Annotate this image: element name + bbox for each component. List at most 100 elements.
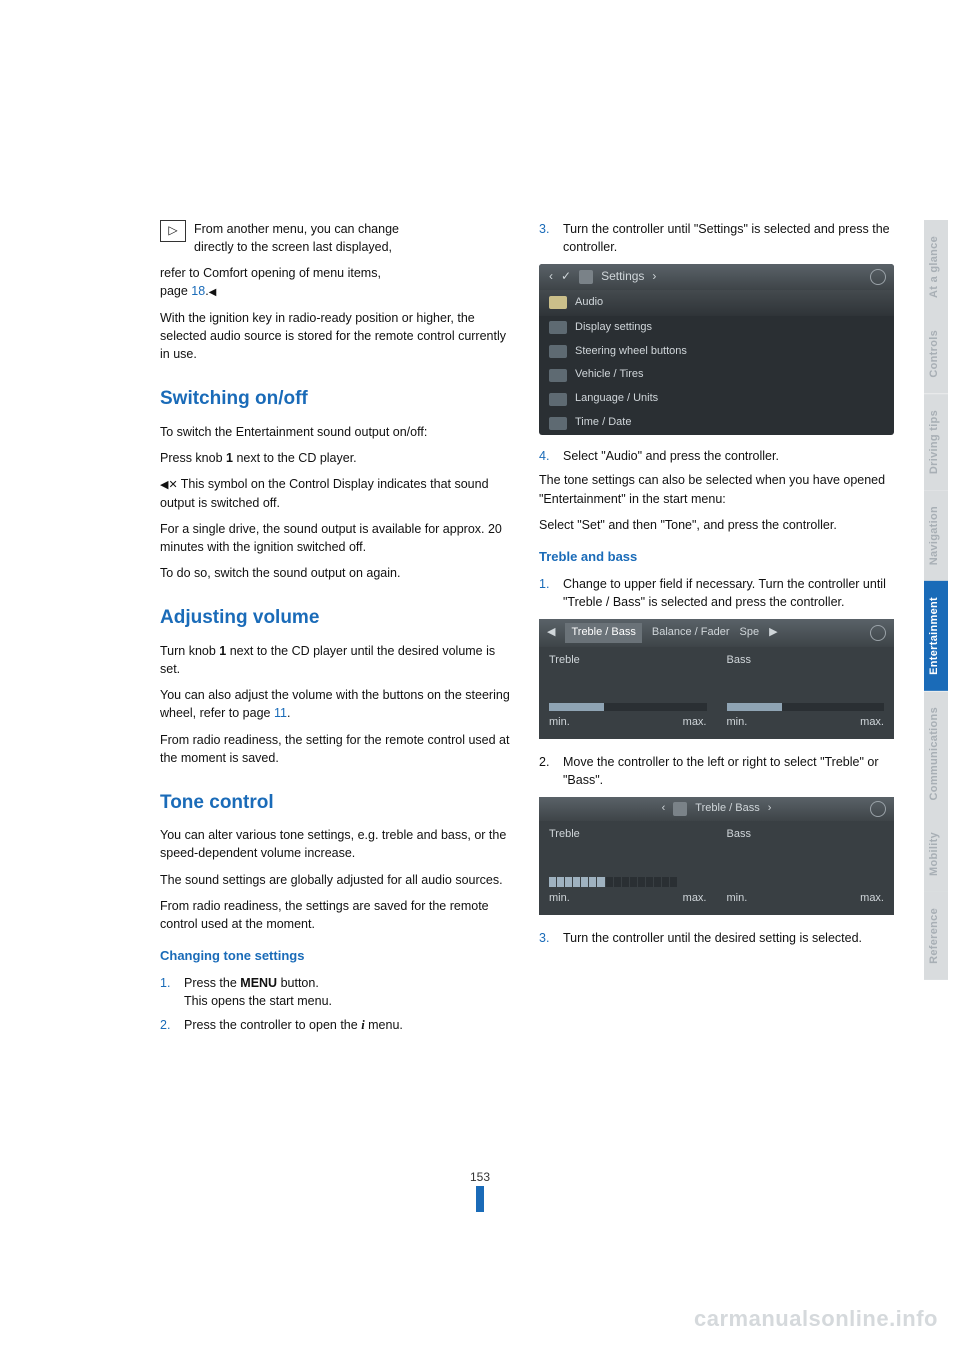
right-li3-text: Turn the controller until "Settings" is … xyxy=(563,220,894,256)
tb-treble-label: Treble xyxy=(549,653,707,669)
tab-entertainment[interactable]: Entertainment xyxy=(924,581,948,691)
right-list-1: 3. Turn the controller until "Settings" … xyxy=(539,220,894,256)
switch-p4: For a single drive, the sound output is … xyxy=(160,520,515,556)
tb-bass-fill xyxy=(727,703,782,711)
vol-p3: From radio readiness, the setting for th… xyxy=(160,731,515,767)
note-l1: From another menu, you can change xyxy=(194,222,399,236)
page-link-18[interactable]: 18 xyxy=(191,284,205,298)
tb-treble-slider xyxy=(549,703,707,711)
tb2-treble-labels: min. max. xyxy=(549,891,707,907)
heading-volume: Adjusting volume xyxy=(160,604,515,632)
tab-navigation[interactable]: Navigation xyxy=(924,490,948,581)
change-list: 1. Press the MENU button. This opens the… xyxy=(160,974,515,1034)
page-link-11[interactable]: 11 xyxy=(274,706,287,720)
tick xyxy=(646,877,653,887)
heading-switching: Switching on/off xyxy=(160,385,515,413)
tb-li2: 2. Move the controller to the left or ri… xyxy=(539,753,894,789)
tick xyxy=(622,877,629,887)
tb2-min-2: min. xyxy=(727,891,748,907)
ss-top-bar: ‹ ✓ Settings › xyxy=(539,264,894,289)
switch-p1: To switch the Entertainment sound output… xyxy=(160,423,515,441)
tb2-max-1: max. xyxy=(683,891,707,907)
tick xyxy=(581,877,588,887)
ss-language-icon xyxy=(549,393,567,406)
tb-bass-label: Bass xyxy=(727,653,885,669)
ss-item-audio: Audio xyxy=(539,290,894,316)
ss-display-icon xyxy=(549,321,567,334)
switch-p5: To do so, switch the sound output on aga… xyxy=(160,564,515,582)
switch-p3: ◀✕ This symbol on the Control Display in… xyxy=(160,475,515,512)
tb-body: Treble min. max. Bass xyxy=(539,647,894,739)
tb-max-1: max. xyxy=(683,715,707,731)
tb-min-1: min. xyxy=(549,715,570,731)
vol-p1a: Turn knob xyxy=(160,644,219,658)
change-li2b: menu. xyxy=(365,1018,403,1032)
tb-treble-slider-wrap: min. max. xyxy=(549,671,707,731)
side-tabs: At a glance Controls Driving tips Naviga… xyxy=(924,220,948,1358)
tb-tab-active: Treble / Bass xyxy=(565,623,641,643)
tb-min-2: min. xyxy=(727,715,748,731)
tb2-treble-label: Treble xyxy=(549,827,707,843)
tb-tab-speed: Spe xyxy=(740,625,760,641)
ss-car-icon xyxy=(579,270,593,284)
tb2-max-2: max. xyxy=(860,891,884,907)
list-num-2: 2. xyxy=(160,1016,174,1034)
tb2-bass-labels: min. max. xyxy=(727,891,885,907)
tick xyxy=(573,877,580,887)
tb-max-2: max. xyxy=(860,715,884,731)
ss-display-label: Display settings xyxy=(575,320,652,336)
tb2-icon xyxy=(673,802,687,816)
change-li1-text: Press the MENU button. This opens the st… xyxy=(184,974,332,1010)
tab-at-a-glance[interactable]: At a glance xyxy=(924,220,948,314)
switch-p2a: Press knob xyxy=(160,451,226,465)
right-li4: 4. Select "Audio" and press the controll… xyxy=(539,447,894,465)
ss-item-vehicle: Vehicle / Tires xyxy=(539,363,894,387)
ss-time-label: Time / Date xyxy=(575,415,631,431)
screenshot-treble-tabs: ◀ Treble / Bass Balance / Fader Spe ▶ Tr… xyxy=(539,619,894,739)
ss-steering-icon xyxy=(549,345,567,358)
right-list-2: 4. Select "Audio" and press the controll… xyxy=(539,447,894,465)
vol-p1: Turn knob 1 next to the CD player until … xyxy=(160,642,515,678)
tick xyxy=(606,877,613,887)
tb2-knob-icon xyxy=(870,801,886,817)
tick xyxy=(614,877,621,887)
ignition-para: With the ignition key in radio-ready pos… xyxy=(160,309,515,363)
left-column: ▷ From another menu, you can change dire… xyxy=(160,220,515,1318)
right-p2: Select "Set" and then "Tone", and press … xyxy=(539,516,894,534)
list-num-tb2: 2. xyxy=(539,753,553,789)
tb-bass-slider-wrap: min. max. xyxy=(727,671,885,731)
ss-steering-label: Steering wheel buttons xyxy=(575,344,687,360)
tb2-bass-slider-wrap: min. max. xyxy=(727,843,885,907)
note-l3-4: refer to Comfort opening of menu items, … xyxy=(160,264,515,301)
ss-arrow-right-icon: › xyxy=(652,268,656,285)
ss-vehicle-icon xyxy=(549,369,567,382)
tick xyxy=(670,877,677,887)
tb-li1-text: Change to upper field if necessary. Turn… xyxy=(563,575,894,611)
heading-change-tone: Changing tone settings xyxy=(160,947,515,966)
tb-bass-panel: Bass min. max. xyxy=(717,647,895,739)
vol-p2b: . xyxy=(287,706,290,720)
tb2-body: Treble xyxy=(539,821,894,915)
screenshot-treble-adjust: ‹ Treble / Bass › Treble xyxy=(539,797,894,915)
tb-tab-balance: Balance / Fader xyxy=(652,625,730,641)
ss-item-steering: Steering wheel buttons xyxy=(539,340,894,364)
change-li1b: button. xyxy=(277,976,319,990)
page-number-bar xyxy=(476,1186,484,1212)
tb-list-1: 1. Change to upper field if necessary. T… xyxy=(539,575,894,611)
content-area: ▷ From another menu, you can change dire… xyxy=(0,0,924,1358)
vol-p2a: You can also adjust the volume with the … xyxy=(160,688,510,720)
tab-reference[interactable]: Reference xyxy=(924,892,948,980)
tick xyxy=(638,877,645,887)
tab-mobility[interactable]: Mobility xyxy=(924,816,948,892)
right-li4-text: Select "Audio" and press the controller. xyxy=(563,447,779,465)
tab-communications[interactable]: Communications xyxy=(924,691,948,816)
watermark: carmanualsonline.info xyxy=(694,1306,938,1332)
tb-top-bar: ◀ Treble / Bass Balance / Fader Spe ▶ xyxy=(539,619,894,647)
tab-controls[interactable]: Controls xyxy=(924,314,948,394)
tab-driving-tips[interactable]: Driving tips xyxy=(924,394,948,490)
menu-button-label: MENU xyxy=(240,976,277,990)
list-num-tb1: 1. xyxy=(539,575,553,611)
tb-treble-fill xyxy=(549,703,604,711)
tb-knob-icon xyxy=(870,625,886,641)
tick xyxy=(630,877,637,887)
